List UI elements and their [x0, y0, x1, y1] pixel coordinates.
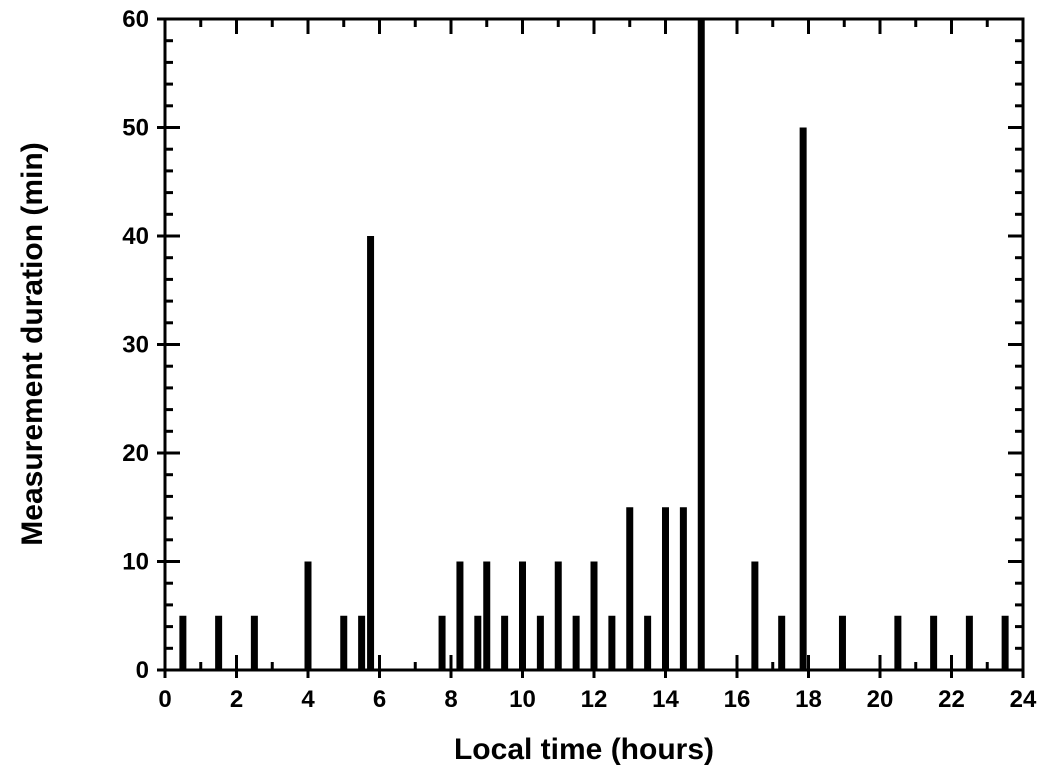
bar: [662, 507, 669, 670]
bar: [1001, 615, 1009, 670]
bar: [838, 615, 846, 670]
bar: [483, 561, 491, 670]
bar: [474, 615, 482, 670]
x-axis-title: Local time (hours): [454, 733, 714, 766]
bar: [179, 615, 187, 670]
bar: [778, 615, 786, 670]
y-tick-label: 10: [122, 549, 149, 576]
bar: [751, 561, 759, 670]
bar: [340, 615, 348, 670]
bar: [536, 615, 544, 670]
bar: [679, 507, 687, 670]
x-tick-label: 18: [795, 686, 822, 713]
bar: [367, 236, 375, 670]
x-tick-label: 22: [938, 686, 965, 713]
y-tick-label: 40: [122, 223, 149, 250]
bar: [358, 615, 366, 670]
x-tick-label: 6: [373, 686, 386, 713]
x-tick-label: 16: [724, 686, 751, 713]
bar: [894, 615, 902, 670]
y-tick-label: 30: [122, 332, 149, 359]
bar: [554, 561, 562, 670]
bars: [179, 19, 1009, 670]
bar: [644, 615, 652, 670]
x-tick-label: 20: [867, 686, 894, 713]
y-tick-label: 0: [136, 657, 149, 684]
bar: [965, 615, 973, 670]
bar: [608, 615, 616, 670]
bar: [501, 615, 509, 670]
x-tick-label: 24: [1010, 686, 1037, 713]
plot-frame: [163, 17, 1025, 672]
bar: [930, 615, 938, 670]
bar: [456, 561, 464, 670]
x-tick-label: 8: [444, 686, 457, 713]
bar: [626, 507, 634, 670]
x-tick-label: 0: [158, 686, 171, 713]
bar: [697, 19, 705, 670]
bar: [799, 127, 807, 670]
x-tick-label: 12: [581, 686, 608, 713]
bar: [215, 615, 223, 670]
y-tick-label: 20: [122, 440, 149, 467]
y-tick-label: 60: [122, 6, 149, 33]
x-tick-label: 10: [509, 686, 536, 713]
bar: [250, 615, 258, 670]
bar: [590, 561, 598, 670]
y-tick-label: 50: [122, 115, 149, 142]
bar: [438, 615, 446, 670]
axis-ticks: [157, 17, 1025, 678]
x-tick-label: 2: [230, 686, 243, 713]
bar: [304, 561, 312, 670]
bar: [519, 561, 526, 670]
x-tick-label: 14: [652, 686, 679, 713]
y-axis-title: Measurement duration (min): [16, 142, 49, 545]
bar: [572, 615, 580, 670]
x-tick-label: 4: [301, 686, 315, 713]
